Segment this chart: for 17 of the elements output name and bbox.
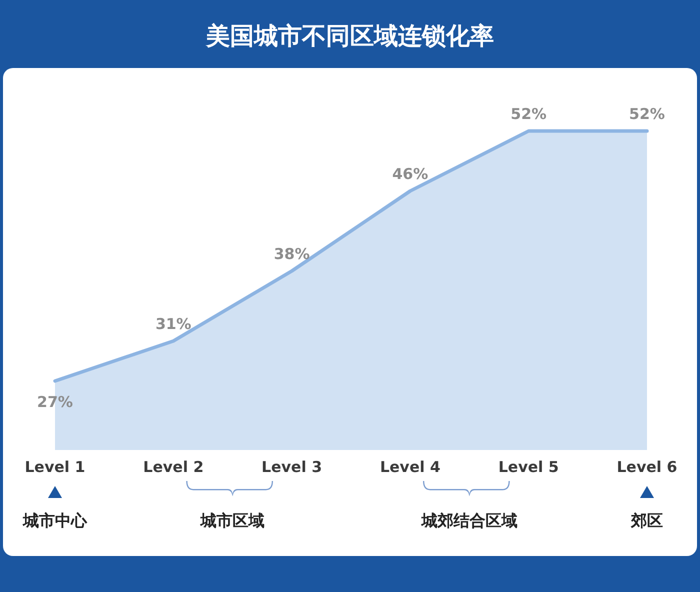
annotation: 城郊结合区域 <box>420 511 518 530</box>
annotation: 郊区 <box>630 511 663 530</box>
data-label: 52% <box>629 105 665 123</box>
x-tick-label: Level 2 <box>143 458 204 476</box>
data-label: 52% <box>510 105 547 123</box>
annotation: 城市区域 <box>200 511 265 530</box>
x-tick-label: Level 5 <box>498 458 559 476</box>
data-label: 46% <box>392 165 428 183</box>
x-tick-label: Level 3 <box>262 458 322 476</box>
data-label: 38% <box>274 245 310 263</box>
x-tick-label: Level 6 <box>616 458 678 476</box>
x-tick-label: Level 4 <box>380 458 440 476</box>
chart-title: 美国城市不同区域连锁化率 <box>205 22 494 50</box>
x-tick-label: Level 1 <box>24 458 86 476</box>
data-label: 31% <box>155 315 192 333</box>
data-label: 27% <box>37 393 73 411</box>
annotation: 城市中心 <box>22 511 88 530</box>
